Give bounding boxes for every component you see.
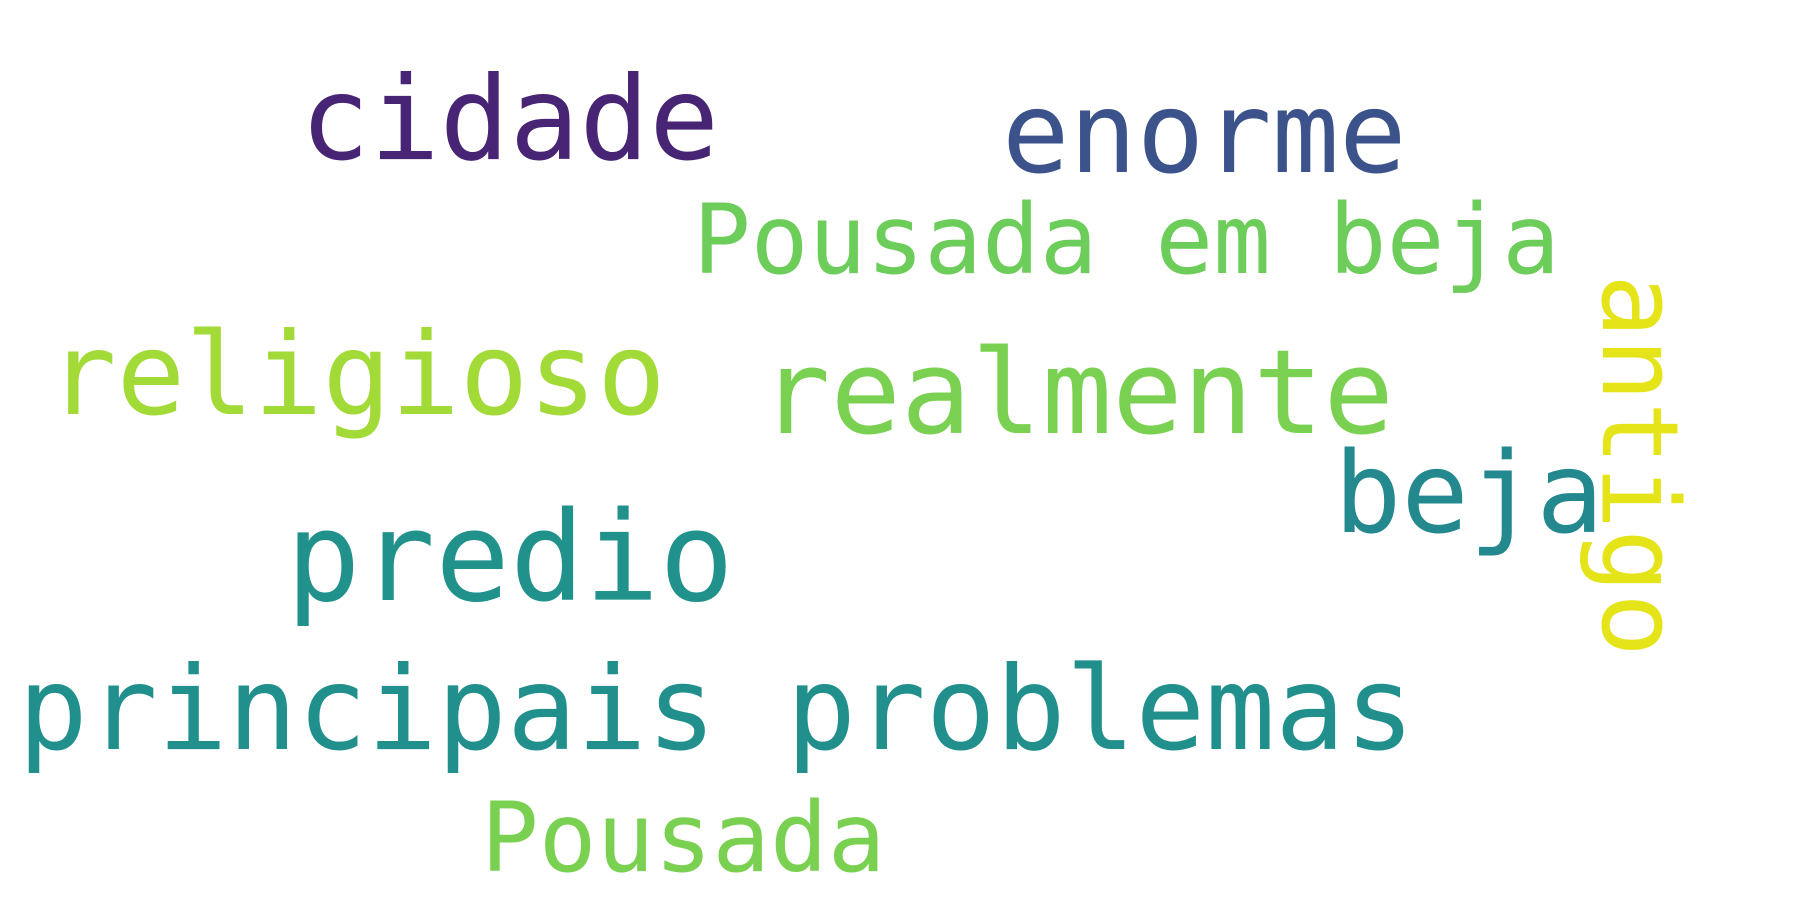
word-principais-problemas: principais problemas bbox=[18, 642, 1415, 777]
word-pousada: Pousada bbox=[481, 782, 886, 894]
word-religioso: religioso bbox=[48, 308, 666, 441]
word-realmente: realmente bbox=[760, 324, 1394, 461]
word-antigo: antigo bbox=[1578, 274, 1701, 657]
word-cidade: cidade bbox=[300, 52, 720, 187]
word-beja: beja bbox=[1334, 429, 1604, 559]
word-pousada-em-beja: Pousada em beja bbox=[693, 184, 1560, 296]
word-predio: predio bbox=[286, 486, 734, 630]
word-enorme: enorme bbox=[1002, 69, 1407, 199]
